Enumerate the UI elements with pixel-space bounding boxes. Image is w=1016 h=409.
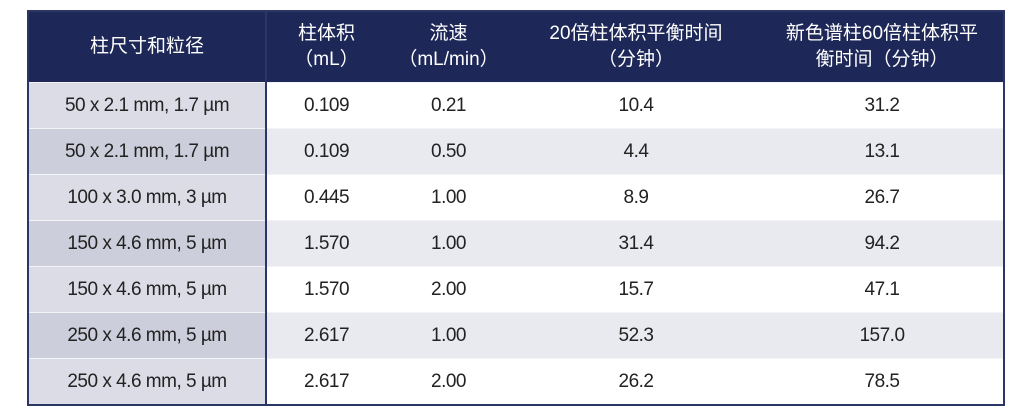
table-cell: 250 x 4.6 mm, 5 µm (28, 312, 267, 359)
header-text: 新色谱柱60倍柱体积平 (785, 23, 979, 44)
table-cell: 2.617 (266, 358, 386, 405)
header-text: 衡时间（分钟） (815, 49, 949, 70)
table-row: 150 x 4.6 mm, 5 µm 1.570 1.00 31.4 94.2 (28, 220, 1004, 267)
table-cell: 1.570 (266, 220, 386, 267)
table-cell: 26.7 (761, 174, 1004, 221)
table-cell: 100 x 3.0 mm, 3 µm (28, 174, 267, 221)
header-text: 柱体积 (297, 23, 355, 44)
table-cell: 150 x 4.6 mm, 5 µm (28, 266, 267, 313)
header-text: （mL） (294, 49, 359, 70)
table-row: 50 x 2.1 mm, 1.7 µm 0.109 0.50 4.4 13.1 (28, 128, 1004, 175)
table-cell: 0.109 (266, 82, 386, 129)
table-cell: 0.50 (386, 128, 511, 175)
table-cell: 50 x 2.1 mm, 1.7 µm (28, 128, 267, 175)
table-cell: 94.2 (761, 220, 1004, 267)
table-cell: 1.00 (386, 220, 511, 267)
table-cell: 157.0 (761, 312, 1004, 359)
header-text: 20倍柱体积平衡时间 (549, 23, 723, 44)
header-cell: 流速 （mL/min） (386, 11, 511, 83)
header-text: 流速 (429, 23, 468, 44)
table-row: 50 x 2.1 mm, 1.7 µm 0.109 0.21 10.4 31.2 (28, 82, 1004, 129)
table-cell: 2.00 (386, 266, 511, 313)
table-cell: 26.2 (511, 358, 761, 405)
table-cell: 150 x 4.6 mm, 5 µm (28, 220, 267, 267)
table-row: 250 x 4.6 mm, 5 µm 2.617 2.00 26.2 78.5 (28, 358, 1004, 405)
header-row: 柱尺寸和粒径 柱体积 （mL） 流速 （mL/min） 20倍柱体积平衡时间 （分钟） 新色谱… (28, 11, 1004, 83)
header-cell: 柱尺寸和粒径 (28, 11, 267, 83)
data-table: 柱尺寸和粒径 柱体积 （mL） 流速 （mL/min） 20倍柱体积平衡时间 （分钟） 新色谱… (27, 10, 1005, 406)
table-row: 250 x 4.6 mm, 5 µm 2.617 1.00 52.3 157.0 (28, 312, 1004, 359)
table-cell: 1.00 (386, 174, 511, 221)
table-body: 50 x 2.1 mm, 1.7 µm 0.109 0.21 10.4 31.2 50 x… (28, 82, 1004, 405)
header-cell: 20倍柱体积平衡时间 （分钟） (511, 11, 761, 83)
table-cell: 13.1 (761, 128, 1004, 175)
table-cell: 4.4 (511, 128, 761, 175)
table-cell: 0.21 (386, 82, 511, 129)
header-text: 柱尺寸和粒径 (89, 36, 204, 57)
table-cell: 10.4 (511, 82, 761, 129)
table-row: 150 x 4.6 mm, 5 µm 1.570 2.00 15.7 47.1 (28, 266, 1004, 313)
table-cell: 250 x 4.6 mm, 5 µm (28, 358, 267, 405)
header-cell: 柱体积 （mL） (266, 11, 386, 83)
table-cell: 1.570 (266, 266, 386, 313)
table-cell: 50 x 2.1 mm, 1.7 µm (28, 82, 267, 129)
table-cell: 0.109 (266, 128, 386, 175)
table-cell: 15.7 (511, 266, 761, 313)
table-cell: 1.00 (386, 312, 511, 359)
table-cell: 78.5 (761, 358, 1004, 405)
header-text: （分钟） (597, 49, 674, 70)
table-cell: 47.1 (761, 266, 1004, 313)
table-cell: 2.00 (386, 358, 511, 405)
table-row: 100 x 3.0 mm, 3 µm 0.445 1.00 8.9 26.7 (28, 174, 1004, 221)
table-cell: 31.4 (511, 220, 761, 267)
table-cell: 52.3 (511, 312, 761, 359)
table-cell: 0.445 (266, 174, 386, 221)
header-text: （mL/min） (398, 49, 499, 70)
table-cell: 31.2 (761, 82, 1004, 129)
table-cell: 2.617 (266, 312, 386, 359)
header-cell: 新色谱柱60倍柱体积平 衡时间（分钟） (761, 11, 1004, 83)
table-cell: 8.9 (511, 174, 761, 221)
